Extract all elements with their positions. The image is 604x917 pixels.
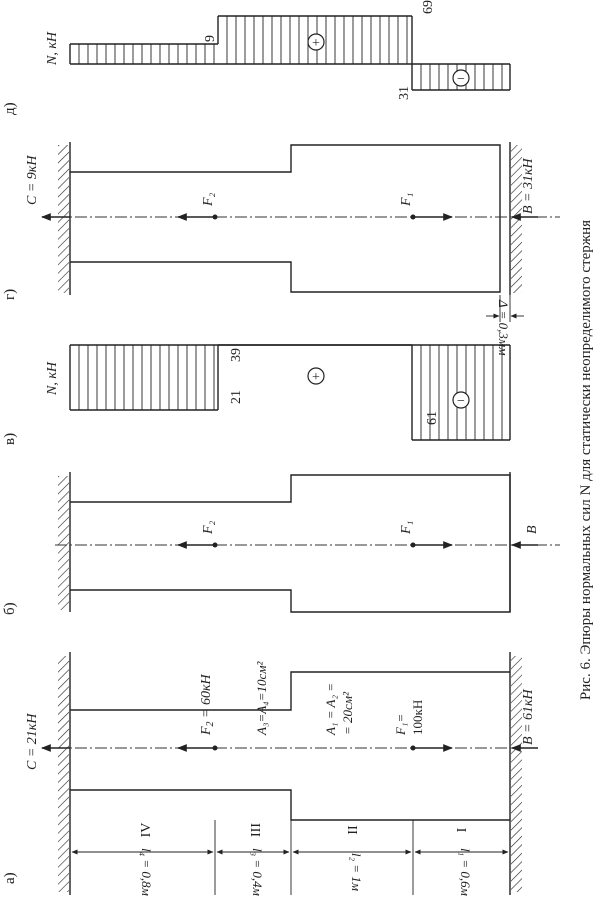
panel-v: в) N, кН 21 39 61 + − (2, 344, 511, 445)
label-f2-g: F₂ (201, 192, 216, 207)
section-ii: II (346, 825, 361, 835)
epure-hatching-v (78, 345, 503, 440)
length-l3: l₃ = 0,4м (250, 848, 265, 896)
label-a34: A₃=A₄=10см² (254, 660, 269, 736)
value-21: 21 (229, 390, 244, 404)
panel-label-v: в) (2, 433, 18, 445)
value-69: 69 (421, 0, 436, 14)
label-a12-line2: = 20см² (340, 691, 355, 735)
value-9: 9 (203, 35, 218, 42)
label-b-g: B = 31кН (521, 157, 536, 214)
panel-label-d: д) (2, 102, 18, 115)
sign-minus-v: − (457, 394, 465, 409)
label-delta: Δ = 0,3мм (496, 299, 511, 356)
panel-g: г) C = 9кН F₂ F₁ B = 31кН Δ = 0,3мм (2, 142, 560, 356)
value-31: 31 (397, 86, 412, 100)
panel-label-b: б) (2, 602, 18, 615)
length-l1: l₁ = 0,6м (458, 848, 473, 896)
label-f1-b: F₁ (399, 521, 414, 535)
panel-label-g: г) (2, 289, 18, 300)
label-b-b: B (525, 525, 540, 534)
epure-hatching-d (78, 16, 503, 90)
axis-label-v: N, кН (45, 361, 60, 396)
panel-d: д) N, кН 9 69 31 + − (2, 0, 511, 115)
label-a12-line1: A₁ = A₂ = (323, 683, 338, 736)
support-b-hatch-a (511, 656, 522, 892)
length-l4: l₄ = 0,8м (139, 848, 154, 896)
sign-plus-d: + (312, 36, 320, 51)
length-l2: l₂ = 1м (349, 853, 364, 891)
label-f2-a: F2 = 60кН (199, 673, 216, 736)
section-iii: III (249, 823, 264, 837)
label-f1-g: F₁ (399, 193, 414, 207)
panel-label-a: а) (2, 872, 18, 884)
figure-caption: Рис. 6. Эпюры нормальных сил N для стати… (578, 220, 594, 700)
axis-label-d: N, кН (45, 31, 60, 66)
label-f2-b: F₂ (201, 520, 216, 535)
value-61: 61 (425, 411, 440, 425)
label-f1-line1: F₁= (393, 714, 408, 736)
label-c-g: C = 9кН (25, 155, 40, 205)
sign-minus-d: − (457, 72, 465, 87)
label-c-a: C = 21кН (25, 713, 40, 770)
panel-b: б) F₂ F₁ B (2, 472, 560, 615)
sign-plus-v: + (312, 370, 320, 385)
label-b-a: B = 61кН (521, 688, 536, 745)
panel-a: а) C = 21кН F2 = 60кН A₃=A₄=10см² A₁ = A… (2, 652, 538, 896)
section-iv: IV (139, 823, 154, 838)
section-i: I (455, 827, 470, 832)
support-c-hatch-a (58, 656, 69, 892)
value-39: 39 (229, 348, 244, 362)
label-f1-line2: 100кН (410, 700, 425, 735)
